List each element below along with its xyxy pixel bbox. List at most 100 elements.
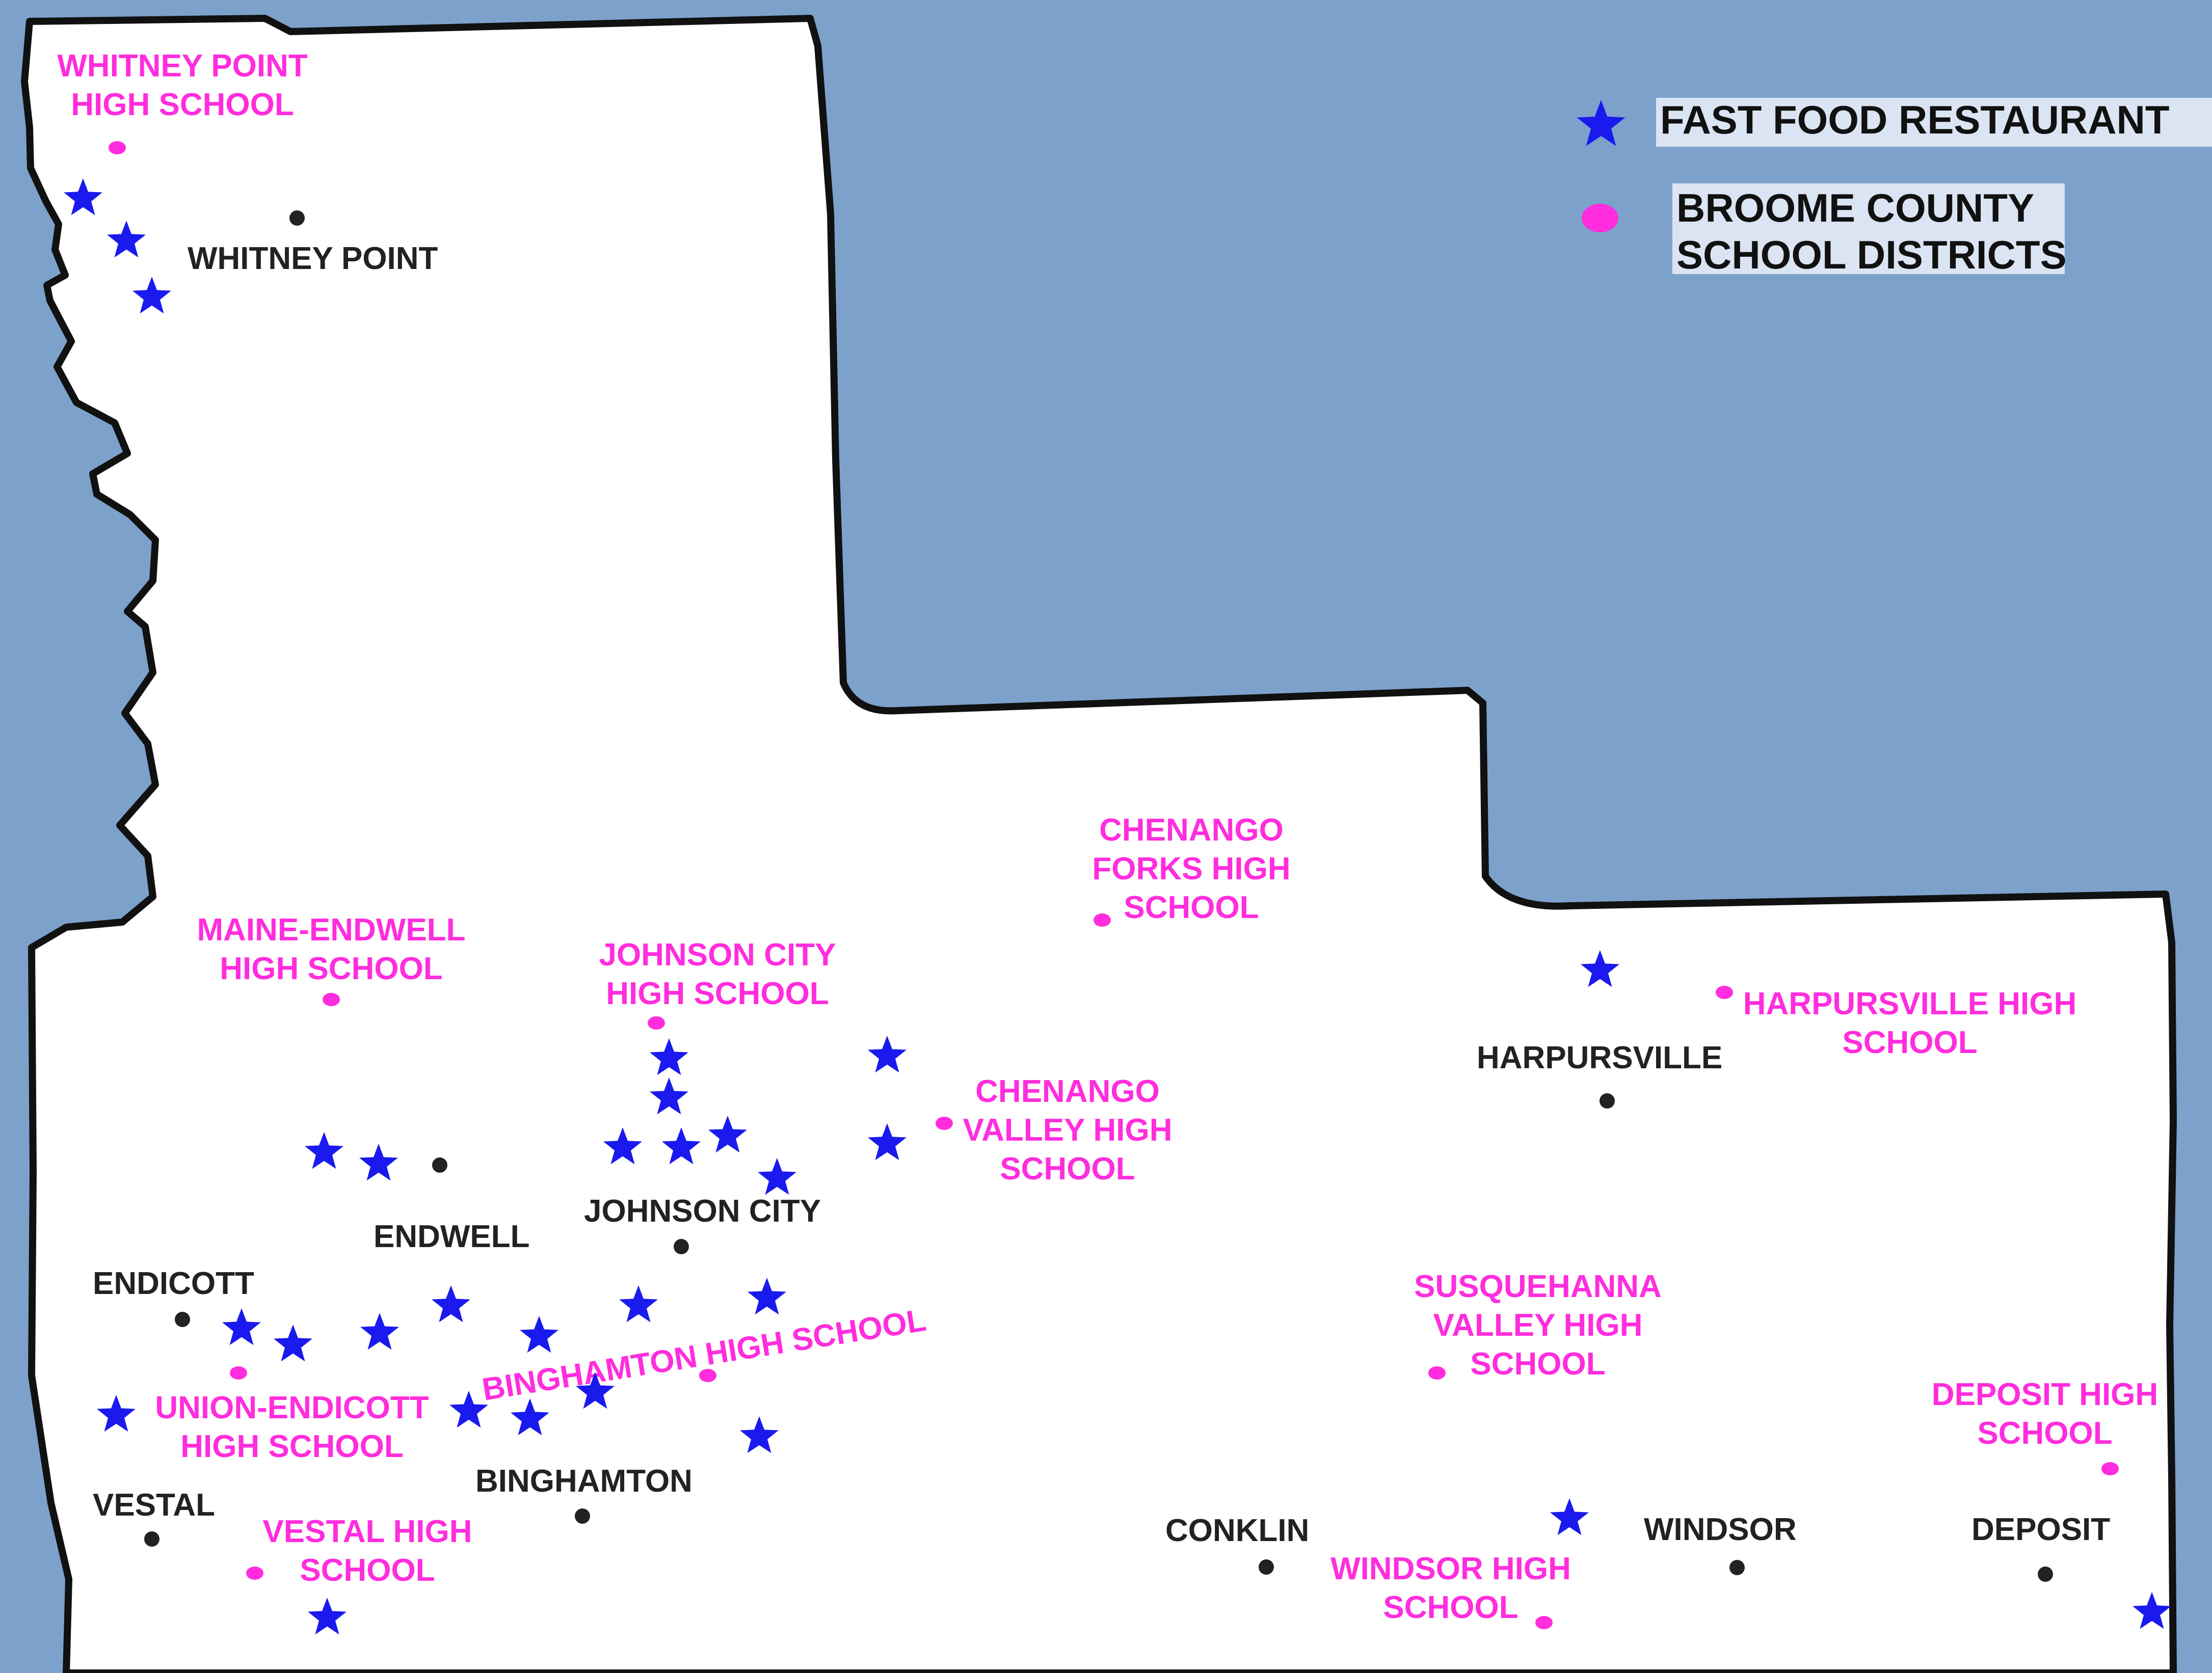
pink-dot-icon [2101,1462,2119,1475]
star-icon [520,1316,558,1353]
school-label-line: SCHOOL [1000,1151,1135,1186]
town-label: WHITNEY POINT [188,241,438,276]
star-icon [305,1132,343,1169]
school-label-line: HIGH SCHOOL [180,1429,403,1464]
town-label: BINGHAMTON [475,1464,692,1499]
town-windsor: WINDSOR [1643,1512,1797,1575]
star-icon [308,1598,347,1635]
school-label-line: SUSQUEHANNA [1414,1269,1662,1304]
school-label-line: SCHOOL [1842,1025,1977,1060]
legend-school-label-line2: SCHOOL DISTRICTS [1676,232,2067,277]
black-dot-icon [144,1531,159,1547]
star-icon [222,1308,261,1345]
school-label-line: UNION-ENDICOTT [155,1390,429,1425]
pink-dot-icon [699,1369,716,1382]
pink-dot-icon [246,1567,263,1580]
town-binghamton: BINGHAMTON [475,1463,693,1524]
school-label-line: VALLEY HIGH [1433,1308,1642,1343]
star-icon [603,1127,642,1165]
town-deposit: DEPOSIT [1971,1512,2111,1582]
star-icon [708,1116,747,1153]
black-dot-icon [674,1239,689,1254]
pink-dot-icon [109,141,126,154]
pink-dot-icon [1535,1616,1553,1629]
school-label-line: WHITNEY POINT [57,48,308,84]
school-harpursville-hs: HARPURSVILLE HIGH SCHOOL [1716,986,2077,1061]
star-icon [359,1144,398,1181]
star-icon [740,1416,779,1453]
town-vestal: VESTAL [92,1487,216,1547]
star-icon [132,277,171,314]
town-conklin: CONKLIN [1165,1513,1310,1575]
star-icon [748,1278,786,1315]
legend-pink-dot-icon [1582,204,1618,232]
school-label-line: WINDSOR HIGH [1330,1551,1571,1586]
school-label-line: SCHOOL [1977,1416,2112,1451]
town-label: VESTAL [93,1488,215,1523]
legend-star-icon [1577,100,1625,146]
school-label-line: SCHOOL [300,1553,435,1588]
school-label-line: SCHOOL [1470,1346,1605,1382]
town-label: ENDICOTT [93,1266,254,1301]
town-label: ENDWELL [374,1219,530,1254]
town-label: DEPOSIT [1971,1512,2110,1547]
star-icon [868,1123,907,1161]
school-label-line: MAINE-ENDWELL [197,912,466,948]
school-vestal-hs: VESTAL HIGH SCHOOL [246,1514,473,1589]
school-windsor-hs: WINDSOR HIGH SCHOOL [1330,1551,1571,1629]
star-icon [650,1077,688,1115]
town-label: HARPURSVILLE [1477,1040,1722,1075]
school-label-line: VESTAL HIGH [262,1514,472,1549]
black-dot-icon [1729,1560,1745,1575]
town-johnson-city: JOHNSON CITY [583,1193,822,1254]
county-outline [21,15,2177,1673]
black-dot-icon [2038,1567,2053,1582]
school-label-line: FORKS HIGH [1092,851,1290,886]
town-label: JOHNSON CITY [584,1194,821,1229]
star-icon [868,1036,907,1073]
pink-dot-icon [1716,986,1733,999]
school-label-line: DEPOSIT HIGH [1932,1377,2158,1412]
legend-school-highlight [1672,183,2065,274]
pink-dot-icon [648,1016,665,1030]
school-union-endicott-hs: UNION-ENDICOTT HIGH SCHOOL [154,1366,430,1465]
star-icon [619,1285,658,1323]
towns-layer: WHITNEY POINT ENDWELL JOHNSON CITY ENDICOTT… [92,210,2111,1582]
black-dot-icon [289,210,305,226]
star-icon [64,178,102,215]
school-label-line: HIGH SCHOOL [220,951,442,986]
town-endicott: ENDICOTT [92,1265,255,1327]
star-icon [97,1395,136,1432]
pink-dot-icon [1428,1366,1446,1380]
pink-dot-icon [1094,913,1111,927]
star-icon [1550,1498,1589,1535]
star-icon [758,1158,796,1195]
star-icon [2133,1592,2171,1629]
star-icon [274,1325,312,1362]
star-icon [576,1372,615,1409]
town-harpursville: HARPURSVILLE [1476,1040,1723,1109]
black-dot-icon [1259,1559,1274,1575]
legend-school-label-line1: BROOME COUNTY [1676,185,2034,230]
map-legend: FAST FOOD RESTAURANT BROOME COUNTY SCHOO… [1577,97,2212,277]
legend-restaurant-highlight [1656,98,2212,147]
star-icon [1581,950,1619,987]
star-icon [360,1313,399,1350]
town-endwell: ENDWELL [373,1157,530,1255]
school-label-line: HIGH SCHOOL [71,87,294,122]
black-dot-icon [432,1157,447,1173]
star-icon [432,1285,470,1323]
town-whitney-point: WHITNEY POINT [187,210,439,277]
town-label: WINDSOR [1644,1512,1797,1547]
black-dot-icon [175,1312,190,1327]
restaurants-layer [64,178,2171,1635]
school-label-line: CHENANGO [975,1074,1160,1109]
pink-dot-icon [323,993,340,1006]
